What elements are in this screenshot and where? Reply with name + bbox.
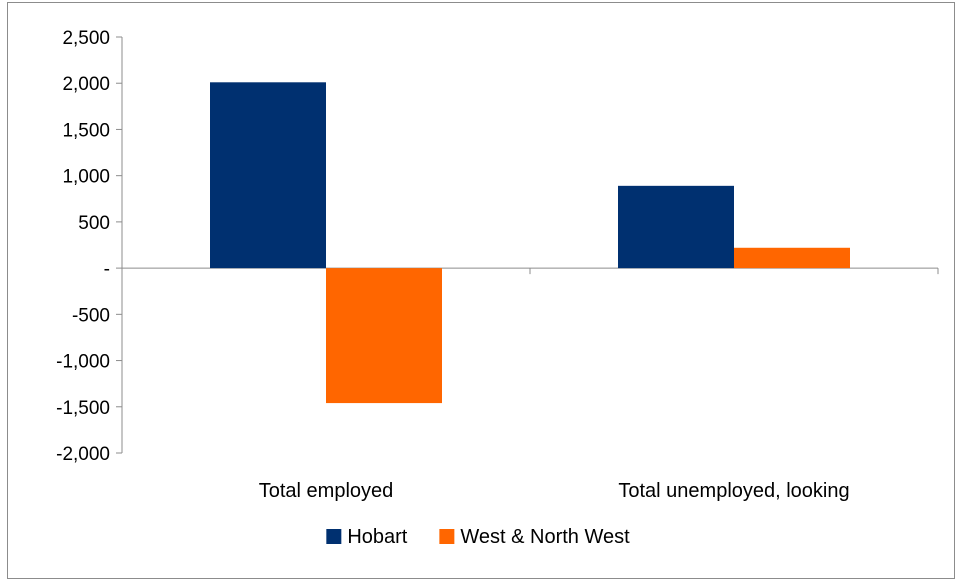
chart-legend: Hobart West & North West — [326, 526, 630, 548]
legend-label: Hobart — [347, 526, 407, 548]
bar — [734, 247, 850, 269]
x-axis-labels: Total employed Total unemployed, looking — [259, 480, 850, 502]
chart-bars — [210, 82, 850, 404]
y-tick-label: -1,500 — [56, 398, 110, 419]
bar — [326, 268, 442, 404]
bar — [618, 185, 734, 269]
y-tick-label: 2,500 — [62, 28, 110, 49]
y-tick-label: 1,000 — [62, 167, 110, 188]
y-tick-label: -1,000 — [56, 352, 110, 373]
x-category-label: Total unemployed, looking — [618, 480, 849, 502]
bar-chart: 2,500 2,000 1,500 1,000 500 - -500 -1,000 -1,500… — [56, 28, 939, 548]
legend-label: West & North West — [460, 526, 630, 548]
y-tick-label: 2,000 — [62, 74, 110, 95]
y-axis-ticks: 2,500 2,000 1,500 1,000 500 - -500 -1,000 -1,500… — [56, 28, 122, 465]
legend-swatch — [439, 529, 455, 544]
chart-frame: 2,500 2,000 1,500 1,000 500 - -500 -1,000 -1,500… — [7, 2, 955, 579]
y-tick-label: -2,000 — [56, 444, 110, 465]
bar — [210, 82, 326, 269]
y-tick-label: 1,500 — [62, 120, 110, 141]
y-tick-label: - — [104, 259, 110, 280]
legend-swatch — [326, 529, 342, 544]
y-tick-label: 500 — [78, 213, 110, 234]
x-category-label: Total employed — [259, 480, 394, 502]
y-tick-label: -500 — [72, 305, 110, 326]
